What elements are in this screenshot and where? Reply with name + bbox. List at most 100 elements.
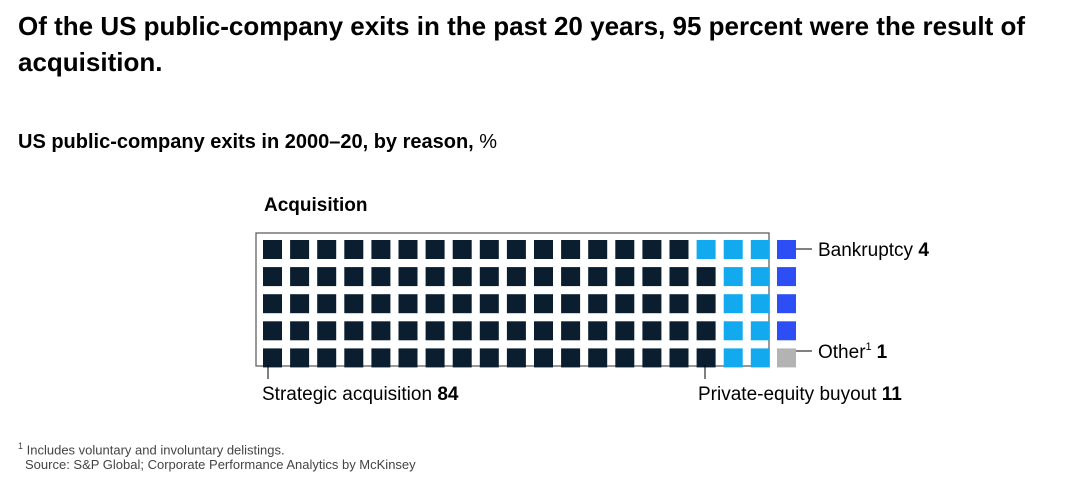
other-footnote-mark: 1 bbox=[866, 341, 872, 353]
waffle-cell-strategic-acquisition bbox=[425, 294, 445, 314]
waffle-cell-private-equity-buyout bbox=[723, 294, 743, 314]
waffle-cell-strategic-acquisition bbox=[425, 240, 445, 259]
waffle-cell-strategic-acquisition bbox=[452, 267, 472, 287]
waffle-cell-strategic-acquisition bbox=[669, 267, 689, 287]
waffle-cell-strategic-acquisition bbox=[642, 294, 662, 314]
waffle-cell-strategic-acquisition bbox=[506, 321, 526, 341]
waffle-cell-strategic-acquisition bbox=[317, 294, 337, 314]
waffle-cell-strategic-acquisition bbox=[669, 240, 689, 259]
waffle-cell-strategic-acquisition bbox=[669, 294, 689, 314]
waffle-cell-private-equity-buyout bbox=[750, 348, 770, 368]
other-label-value: 1 bbox=[877, 342, 888, 363]
waffle-cell-strategic-acquisition bbox=[425, 348, 445, 368]
waffle-cell-strategic-acquisition bbox=[290, 240, 310, 259]
source-note: Source: S&P Global; Corporate Performanc… bbox=[25, 457, 416, 472]
private-equity-label: Private-equity buyout 11 bbox=[698, 384, 902, 405]
waffle-cell-strategic-acquisition bbox=[669, 321, 689, 341]
strategic-acquisition-label: Strategic acquisition 84 bbox=[262, 384, 459, 405]
waffle-cell-strategic-acquisition bbox=[696, 294, 716, 314]
waffle-cell-strategic-acquisition bbox=[642, 321, 662, 341]
footnote-text: Includes voluntary and involuntary delis… bbox=[26, 442, 285, 458]
waffle-cell-strategic-acquisition bbox=[615, 321, 635, 341]
waffle-cell-strategic-acquisition bbox=[561, 348, 581, 368]
waffle-cell-strategic-acquisition bbox=[263, 240, 282, 259]
waffle-cell-strategic-acquisition bbox=[317, 321, 337, 341]
waffle-cell-strategic-acquisition bbox=[398, 240, 418, 259]
waffle-cell-strategic-acquisition bbox=[371, 348, 391, 368]
waffle-cell-strategic-acquisition bbox=[588, 267, 608, 287]
waffle-cell-strategic-acquisition bbox=[425, 267, 445, 287]
waffle-cell-strategic-acquisition bbox=[398, 294, 418, 314]
waffle-cell-strategic-acquisition bbox=[371, 321, 391, 341]
waffle-cell-strategic-acquisition bbox=[479, 348, 499, 368]
waffle-cell-private-equity-buyout bbox=[723, 267, 743, 287]
waffle-cell-strategic-acquisition bbox=[534, 321, 553, 341]
private-equity-label-name: Private-equity buyout bbox=[698, 384, 877, 405]
waffle-cell-bankruptcy bbox=[777, 321, 796, 341]
waffle-cell-strategic-acquisition bbox=[506, 294, 526, 314]
waffle-cell-strategic-acquisition bbox=[588, 348, 608, 368]
waffle-cell-strategic-acquisition bbox=[452, 240, 472, 259]
waffle-cell-strategic-acquisition bbox=[344, 294, 364, 314]
footnote: 1 Includes voluntary and involuntary del… bbox=[18, 438, 285, 458]
waffle-cell-strategic-acquisition bbox=[371, 294, 391, 314]
waffle-cell-private-equity-buyout bbox=[723, 321, 743, 341]
waffle-cell-strategic-acquisition bbox=[561, 294, 581, 314]
waffle-cell-strategic-acquisition bbox=[615, 240, 635, 259]
waffle-cell-strategic-acquisition bbox=[534, 267, 553, 287]
waffle-cell-strategic-acquisition bbox=[642, 348, 662, 368]
waffle-cell-strategic-acquisition bbox=[344, 240, 364, 259]
other-label-name: Other bbox=[818, 342, 866, 363]
waffle-cell-private-equity-buyout bbox=[750, 294, 770, 314]
waffle-cell-strategic-acquisition bbox=[371, 267, 391, 287]
waffle-cell-strategic-acquisition bbox=[669, 348, 689, 368]
waffle-cell-strategic-acquisition bbox=[452, 294, 472, 314]
waffle-cell-strategic-acquisition bbox=[479, 294, 499, 314]
waffle-cell-bankruptcy bbox=[777, 294, 796, 314]
waffle-cell-private-equity-buyout bbox=[750, 267, 770, 287]
waffle-cell-strategic-acquisition bbox=[344, 348, 364, 368]
waffle-cell-strategic-acquisition bbox=[452, 321, 472, 341]
waffle-cell-strategic-acquisition bbox=[696, 267, 716, 287]
strategic-label-value: 84 bbox=[437, 384, 459, 405]
waffle-cell-strategic-acquisition bbox=[290, 267, 310, 287]
waffle-cell-strategic-acquisition bbox=[344, 267, 364, 287]
waffle-cell-private-equity-buyout bbox=[750, 240, 770, 259]
waffle-cell-strategic-acquisition bbox=[506, 240, 526, 259]
waffle-cell-strategic-acquisition bbox=[479, 240, 499, 259]
waffle-cell-bankruptcy bbox=[777, 240, 796, 259]
subtitle-unit: % bbox=[479, 131, 498, 153]
waffle-cell-strategic-acquisition bbox=[317, 348, 337, 368]
waffle-cell-bankruptcy bbox=[777, 267, 796, 287]
waffle-cell-strategic-acquisition bbox=[479, 321, 499, 341]
waffle-cell-private-equity-buyout bbox=[696, 240, 716, 259]
waffle-cell-strategic-acquisition bbox=[561, 321, 581, 341]
waffle-cell-strategic-acquisition bbox=[534, 240, 553, 259]
other-label: Other1 1 bbox=[818, 341, 888, 363]
waffle-cell-strategic-acquisition bbox=[615, 267, 635, 287]
waffle-cells bbox=[263, 240, 796, 368]
strategic-label-name: Strategic acquisition bbox=[262, 384, 432, 405]
subtitle-text: US public-company exits in 2000–20, by r… bbox=[18, 131, 474, 153]
waffle-cell-strategic-acquisition bbox=[506, 267, 526, 287]
waffle-cell-strategic-acquisition bbox=[290, 348, 310, 368]
waffle-cell-strategic-acquisition bbox=[425, 321, 445, 341]
waffle-cell-strategic-acquisition bbox=[371, 240, 391, 259]
waffle-cell-strategic-acquisition bbox=[642, 267, 662, 287]
waffle-cell-strategic-acquisition bbox=[263, 294, 282, 314]
waffle-cell-private-equity-buyout bbox=[750, 321, 770, 341]
waffle-cell-strategic-acquisition bbox=[452, 348, 472, 368]
waffle-cell-strategic-acquisition bbox=[317, 267, 337, 287]
waffle-cell-strategic-acquisition bbox=[588, 321, 608, 341]
waffle-cell-strategic-acquisition bbox=[561, 240, 581, 259]
waffle-cell-private-equity-buyout bbox=[723, 240, 743, 259]
waffle-cell-strategic-acquisition bbox=[398, 348, 418, 368]
waffle-cell-strategic-acquisition bbox=[615, 294, 635, 314]
waffle-cell-strategic-acquisition bbox=[479, 267, 499, 287]
waffle-cell-strategic-acquisition bbox=[588, 294, 608, 314]
chart-subtitle: US public-company exits in 2000–20, by r… bbox=[18, 131, 497, 154]
bankruptcy-label-value: 4 bbox=[918, 240, 929, 261]
waffle-cell-strategic-acquisition bbox=[588, 240, 608, 259]
bankruptcy-label-name: Bankruptcy bbox=[818, 240, 914, 261]
